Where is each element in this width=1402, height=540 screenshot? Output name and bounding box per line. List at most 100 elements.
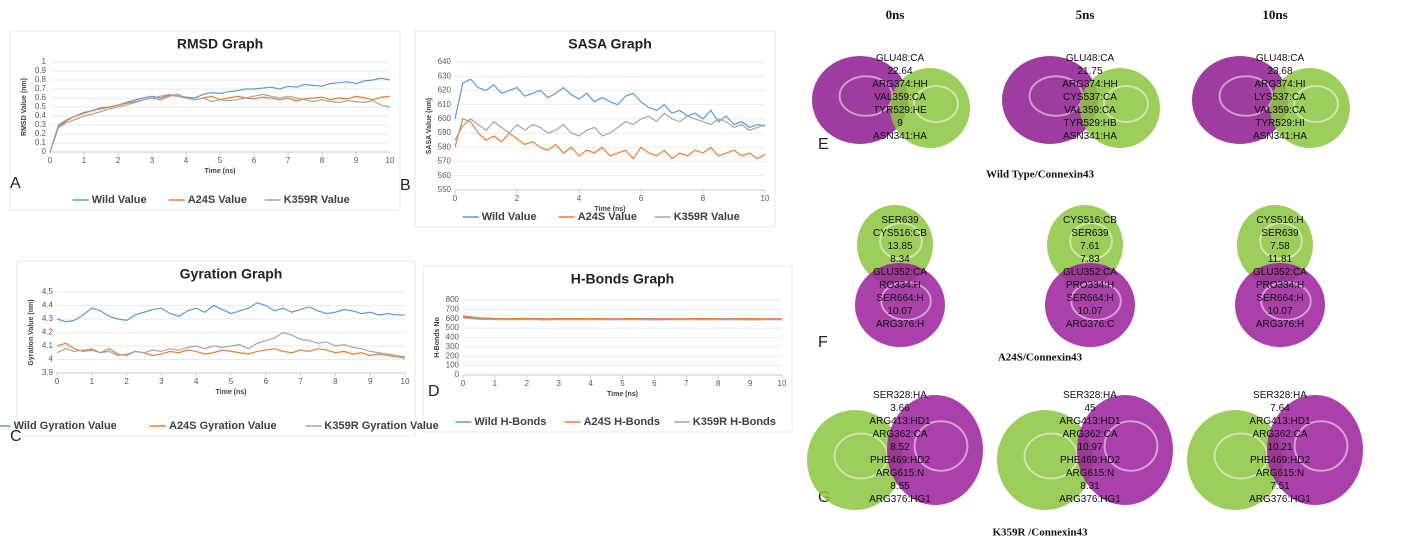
residue-label: ARG362:CA (872, 429, 927, 440)
x-tick-label: 3 (150, 156, 155, 165)
residue-label: ARG413:HD1 (1059, 416, 1121, 427)
y-tick-label: 590 (438, 128, 452, 137)
y-tick-label: 0.1 (35, 138, 47, 147)
residue-label: SER328:HA (1063, 390, 1117, 401)
residue-label: 21.75 (1077, 66, 1102, 77)
residue-label: ARG376:HG1 (1059, 494, 1121, 505)
residue-label: SER664:H (876, 293, 923, 304)
residue-label: CYS516:CB (1063, 215, 1117, 226)
x-tick-label: 7 (286, 156, 291, 165)
series-line (455, 119, 765, 159)
residue-label: 10.07 (887, 306, 912, 317)
legend-label: Wild Value (482, 211, 537, 223)
x-tick-label: 4 (194, 377, 199, 386)
residue-label: ARG615:N (876, 468, 924, 479)
y-tick-label: 4.5 (42, 287, 54, 296)
x-tick-label: 8 (320, 156, 325, 165)
y-tick-label: 0.9 (35, 66, 47, 75)
residue-label: ASN341:HA (1063, 131, 1117, 142)
residue-label: 7.51 (1270, 481, 1290, 492)
x-tick-label: 5 (620, 379, 625, 388)
chart-title: RMSD Graph (177, 36, 263, 52)
residue-label: PRO334:H (1066, 280, 1114, 291)
residue-label: TYR529:HB (1063, 118, 1117, 129)
x-tick-label: 8 (716, 379, 721, 388)
legend-label: A24S Gyration Value (169, 420, 277, 432)
residue-label: 7.58 (1270, 241, 1290, 252)
chart-frame (10, 31, 400, 210)
y-tick-label: 300 (446, 342, 460, 351)
x-tick-label: 9 (368, 377, 373, 386)
series-line (455, 79, 765, 127)
x-axis-title: Time (ns) (216, 389, 247, 396)
residue-label: GLU352:CA (1063, 267, 1117, 278)
residue-label: SER328:HA (1253, 390, 1307, 401)
y-tick-label: 550 (438, 185, 452, 194)
x-tick-label: 8 (333, 377, 338, 386)
residue-label: CYS516:H (1256, 215, 1303, 226)
residue-label: CYS537:CA (1063, 92, 1117, 103)
x-tick-label: 7 (684, 379, 689, 388)
series-line (463, 316, 782, 319)
x-tick-label: 3 (556, 379, 561, 388)
residue-label: ARG376:C (1066, 319, 1114, 330)
y-tick-label: 0.4 (35, 111, 47, 120)
x-tick-label: 5 (229, 377, 234, 386)
residue-label: 10.97 (1077, 442, 1102, 453)
y-axis-title: H-Bonds No (434, 317, 441, 357)
x-tick-label: 6 (652, 379, 657, 388)
residue-label: ARG362:CA (1252, 429, 1307, 440)
x-tick-label: 4 (577, 194, 582, 203)
residue-label: 10.07 (1077, 306, 1102, 317)
x-tick-label: 2 (116, 156, 121, 165)
residue-label: ARG362:CA (1062, 429, 1117, 440)
residue-label: PRO334:H (1256, 280, 1304, 291)
y-tick-label: 400 (446, 333, 460, 342)
residue-label: 3.66 (890, 403, 910, 414)
residue-label: 8.52 (890, 442, 910, 453)
x-tick-label: 9 (748, 379, 753, 388)
y-tick-label: 4 (49, 355, 54, 364)
x-tick-label: 1 (82, 156, 87, 165)
x-tick-label: 0 (55, 377, 60, 386)
residue-label: SER639 (1261, 228, 1299, 239)
residue-label: ARG376:H (876, 319, 924, 330)
y-tick-label: 0.7 (35, 84, 47, 93)
panel-letter: F (818, 334, 828, 351)
y-tick-label: 700 (446, 304, 460, 313)
chart-frame (423, 266, 792, 432)
x-tick-label: 0 (48, 156, 53, 165)
residue-label: ARG615:N (1256, 468, 1304, 479)
y-tick-label: 1 (42, 57, 47, 66)
series-line (50, 94, 390, 152)
y-tick-label: 200 (446, 351, 460, 360)
y-tick-label: 0.8 (35, 75, 47, 84)
x-tick-label: 10 (401, 377, 410, 386)
x-tick-label: 10 (386, 156, 395, 165)
row-caption: A24S/Connexin43 (998, 352, 1083, 364)
residue-label: SER639 (1071, 228, 1109, 239)
residue-label: 22.64 (887, 66, 912, 77)
x-tick-label: 2 (515, 194, 520, 203)
residue-label: TYR529:HI (1255, 118, 1304, 129)
x-tick-label: 10 (778, 379, 787, 388)
y-tick-label: 4.4 (42, 301, 54, 310)
y-tick-label: 560 (438, 171, 452, 180)
panel-letter: A (10, 175, 21, 192)
residue-label: GLU352:CA (1253, 267, 1307, 278)
y-tick-label: 0.2 (35, 129, 47, 138)
legend-label: A24S H-Bonds (584, 416, 660, 428)
residue-label: GLU48:CA (1256, 53, 1305, 64)
x-tick-label: 2 (124, 377, 129, 386)
residue-label: 8.31 (1080, 481, 1100, 492)
residue-label: ARG374:HH (1062, 79, 1118, 90)
residue-label: SER664:H (1256, 293, 1303, 304)
chart-frame (17, 261, 415, 436)
residue-label: 23.68 (1267, 66, 1292, 77)
chart-title: SASA Graph (568, 36, 652, 52)
panel-letter: B (400, 177, 411, 194)
y-tick-label: 630 (438, 71, 452, 80)
y-tick-label: 4.3 (42, 314, 54, 323)
residue-label: PHE469:HD2 (1250, 455, 1310, 466)
residue-label: 8.55 (890, 481, 910, 492)
